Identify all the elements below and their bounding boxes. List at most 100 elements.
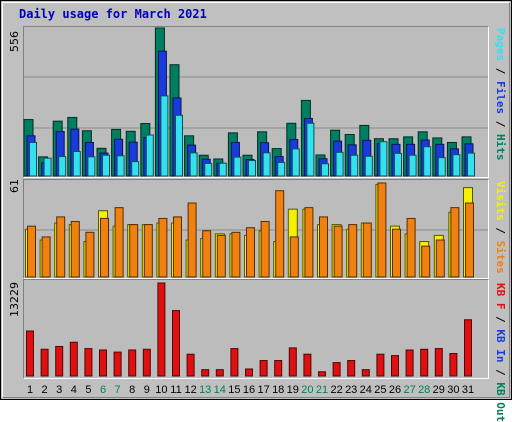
- day-label-12: 12: [184, 384, 196, 396]
- kbf-bar-28: [420, 348, 429, 377]
- kbf-bar-4: [69, 341, 78, 377]
- kbf-bar-6: [99, 349, 107, 377]
- sites-bar-22: [333, 225, 343, 278]
- kbf-bar-25: [376, 353, 385, 377]
- day-label-7: 7: [115, 384, 121, 396]
- day-label-23: 23: [345, 384, 357, 396]
- pages-bar-8: [131, 161, 140, 177]
- pages-bar-3: [58, 156, 67, 177]
- kbf-bar-15: [230, 348, 239, 377]
- chart-bevel: [2, 2, 510, 398]
- kbf-bar-8: [128, 349, 137, 377]
- day-label-17: 17: [257, 384, 269, 396]
- pages-bar-20: [306, 122, 315, 177]
- sites-bar-18: [275, 190, 285, 278]
- pages-bar-22: [335, 151, 344, 177]
- day-label-16: 16: [243, 384, 255, 396]
- pages-bar-29: [437, 157, 446, 177]
- kbf-bar-27: [405, 349, 414, 377]
- sites-bar-25: [377, 182, 387, 278]
- pages-bar-11: [175, 114, 183, 177]
- pages-bar-13: [204, 162, 213, 177]
- kbf-bar-1: [26, 330, 34, 377]
- day-label-20: 20: [301, 384, 313, 396]
- sites-bar-29: [435, 239, 445, 278]
- pages-bar-1: [29, 141, 37, 177]
- sites-bar-4: [70, 221, 80, 278]
- chart-plot: 1 2 3 4 5 6 7 8 9 10 11 12 13 14 15 16 17 18 19 20 21 22 23 24 2…: [23, 27, 488, 396]
- pages-bar-4: [72, 151, 81, 177]
- pages-bar-10: [160, 95, 169, 177]
- pages-bar-16: [248, 160, 256, 177]
- pages-bar-30: [452, 154, 461, 177]
- sites-bar-30: [450, 207, 460, 278]
- sites-bar-26: [392, 228, 401, 278]
- kbf-bar-19: [288, 347, 297, 377]
- pages-bar-17: [262, 152, 271, 177]
- kbf-bar-30: [449, 353, 458, 377]
- sites-bar-14: [216, 234, 226, 278]
- kbf-bar-14: [215, 369, 224, 377]
- pages-bar-9: [145, 134, 154, 177]
- sites-bar-11: [173, 216, 182, 278]
- day-label-19: 19: [287, 384, 299, 396]
- sites-bar-10: [158, 217, 168, 278]
- sites-bar-5: [85, 231, 95, 278]
- kbf-bar-20: [303, 353, 312, 377]
- sites-bar-6: [100, 217, 109, 278]
- pages-bar-12: [189, 152, 198, 177]
- sites-bar-17: [260, 221, 270, 278]
- sites-bar-23: [348, 224, 358, 278]
- sites-bar-20: [304, 207, 314, 278]
- day-label-18: 18: [272, 384, 284, 396]
- pages-bar-15: [233, 156, 242, 177]
- kbf-bar-16: [245, 368, 253, 377]
- sites-bar-15: [231, 231, 241, 278]
- pages-bar-18: [277, 161, 286, 177]
- kbf-bar-26: [391, 355, 399, 377]
- day-label-30: 30: [447, 384, 459, 396]
- kbf-bar-31: [464, 319, 472, 377]
- day-label-6: 6: [100, 384, 106, 396]
- pages-bar-28: [423, 146, 432, 177]
- pages-bar-21: [321, 163, 329, 177]
- pages-bar-14: [218, 162, 227, 177]
- day-label-27: 27: [403, 384, 415, 396]
- sites-bar-2: [41, 236, 51, 278]
- day-label-8: 8: [129, 384, 135, 396]
- kbf-bar-21: [318, 371, 326, 377]
- kbf-bar-3: [55, 345, 64, 377]
- sites-bar-7: [114, 207, 124, 278]
- sites-bar-3: [56, 216, 66, 278]
- day-label-9: 9: [144, 384, 150, 396]
- sites-bar-31: [465, 202, 474, 278]
- day-label-3: 3: [56, 384, 62, 396]
- day-label-22: 22: [330, 384, 342, 396]
- sites-bar-12: [187, 202, 197, 278]
- day-label-10: 10: [155, 384, 167, 396]
- day-label-21: 21: [316, 384, 328, 396]
- kbf-bar-23: [347, 360, 356, 377]
- pages-bar-24: [364, 155, 373, 177]
- kbf-bar-10: [157, 282, 166, 377]
- kbf-bar-17: [259, 360, 268, 377]
- sites-bar-27: [406, 217, 416, 278]
- sites-bar-28: [421, 245, 431, 278]
- day-label-24: 24: [360, 384, 372, 396]
- day-label-14: 14: [214, 384, 226, 396]
- day-label-2: 2: [42, 384, 48, 396]
- chart-title: Daily usage for March 2021: [19, 7, 207, 21]
- sites-bar-8: [129, 224, 139, 278]
- pages-bar-31: [467, 152, 475, 177]
- pages-bar-5: [87, 156, 96, 177]
- kbf-bar-22: [332, 362, 341, 377]
- sites-bar-13: [202, 230, 212, 278]
- day-label-29: 29: [433, 384, 445, 396]
- kbf-bar-18: [274, 360, 283, 377]
- day-label-25: 25: [374, 384, 386, 396]
- day-label-15: 15: [228, 384, 240, 396]
- pages-bar-6: [102, 154, 110, 177]
- pages-bar-25: [379, 141, 388, 177]
- day-label-11: 11: [170, 384, 181, 396]
- kbf-bar-7: [113, 351, 122, 377]
